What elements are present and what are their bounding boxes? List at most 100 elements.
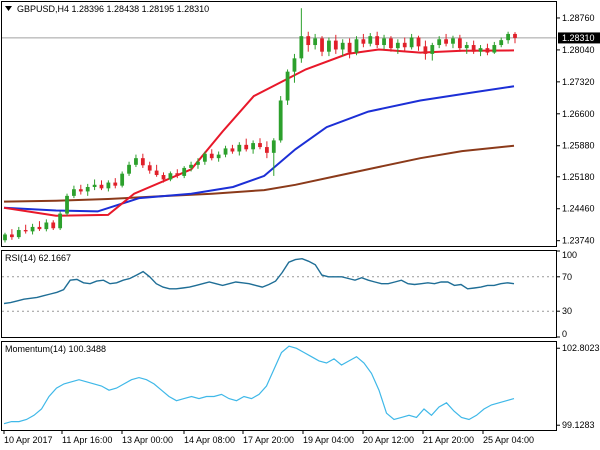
momentum-line — [3, 345, 515, 425]
candle — [499, 37, 504, 48]
candle — [271, 138, 276, 176]
ma-slow-line — [3, 144, 515, 203]
candle — [251, 140, 256, 154]
price-tick-label: 1.25880 — [562, 141, 595, 151]
rsi-tick-label: 70 — [562, 272, 572, 282]
candle — [127, 161, 131, 176]
candle — [347, 38, 352, 59]
candle — [327, 37, 331, 57]
candle — [65, 193, 69, 216]
rsi-tick-label: 100 — [562, 250, 577, 260]
time-tick-label: 11 Apr 16:00 — [62, 435, 112, 445]
candle — [382, 34, 386, 50]
candle — [3, 232, 7, 243]
price-tick-label: 1.28760 — [562, 13, 595, 23]
candle — [209, 149, 214, 161]
candle — [409, 33, 414, 50]
candle — [285, 69, 290, 105]
candle — [313, 33, 318, 50]
time-tick-label: 21 Apr 20:00 — [423, 435, 474, 445]
time-tick-label: 25 Apr 04:00 — [483, 435, 534, 445]
candle — [416, 35, 421, 51]
candle — [154, 164, 159, 177]
candle — [99, 180, 104, 191]
rsi-label: RSI(14) 62.1667 — [5, 253, 71, 263]
candle — [44, 219, 49, 232]
candle — [437, 36, 442, 49]
candle — [23, 224, 28, 234]
price-tick-label: 1.27320 — [562, 77, 595, 87]
candle — [375, 31, 380, 49]
candle — [354, 36, 359, 56]
candle — [457, 34, 462, 52]
candle — [492, 41, 497, 54]
candle — [423, 40, 428, 60]
time-tick-label: 10 Apr 2017 — [4, 435, 53, 445]
momentum-panel[interactable] — [1, 341, 557, 431]
candle — [78, 184, 83, 195]
candle — [451, 35, 455, 49]
time-axis: 10 Apr 2017 11 Apr 16:00 13 Apr 00:00 14 Ap… — [3, 430, 534, 445]
rsi-line — [3, 257, 515, 305]
time-tick-label: 13 Apr 00:00 — [122, 435, 173, 445]
candle — [175, 169, 180, 179]
candle — [9, 229, 14, 240]
candle — [182, 166, 187, 179]
candle — [120, 171, 125, 188]
price-tick-label: 1.23740 — [562, 236, 595, 246]
candle — [430, 42, 435, 61]
candle — [513, 32, 517, 44]
symbol-info: GBPUSD,H4 1.28396 1.28438 1.28195 1.2831… — [17, 4, 209, 14]
candle — [478, 45, 483, 57]
candle — [306, 31, 311, 52]
time-tick-label: 14 Apr 08:00 — [184, 435, 235, 445]
candle — [168, 171, 173, 182]
momentum-tick-label: 99.1283 — [562, 420, 595, 430]
candle — [402, 37, 407, 52]
candle — [244, 138, 249, 152]
candle — [92, 179, 97, 191]
candle — [230, 144, 235, 154]
rsi-tick-label: 0 — [562, 329, 567, 339]
rsi-axis: 100 70 30 0 — [556, 250, 577, 339]
candle — [202, 151, 207, 165]
current-price-marker: 1.28310 — [558, 32, 600, 44]
ma-fast-line — [3, 48, 515, 217]
price-tick-label: 1.26600 — [562, 109, 595, 119]
current-price-text: 1.28310 — [562, 33, 595, 43]
rsi-panel[interactable] — [1, 250, 557, 338]
candle — [258, 138, 262, 150]
time-tick-label: 20 Apr 12:00 — [363, 435, 414, 445]
candle — [464, 41, 469, 54]
candle — [278, 96, 283, 143]
candle — [264, 141, 269, 159]
rsi-line-layer — [3, 257, 515, 305]
candles-layer — [3, 8, 517, 243]
candle — [237, 142, 242, 156]
candle — [30, 223, 35, 235]
candle — [368, 33, 373, 47]
candle — [72, 185, 76, 199]
candle — [485, 43, 490, 56]
candle — [85, 183, 90, 196]
candle — [389, 36, 393, 52]
candle — [106, 180, 111, 192]
price-tick-label: 1.28040 — [562, 45, 595, 55]
candle — [161, 172, 166, 183]
candle — [320, 36, 324, 57]
momentum-tick-label: 102.8023 — [562, 343, 600, 353]
candle — [37, 221, 42, 231]
candle — [444, 33, 448, 47]
price-tick-label: 1.24460 — [562, 204, 595, 214]
momentum-axis: 102.8023 99.1283 — [556, 343, 600, 430]
ma-mid-line — [3, 85, 515, 213]
candle — [340, 39, 345, 57]
rsi-tick-label: 30 — [562, 306, 572, 316]
candle — [189, 161, 193, 172]
candle — [361, 33, 366, 48]
candle — [223, 145, 228, 158]
candle — [299, 8, 304, 63]
triangle-down-icon[interactable] — [5, 6, 12, 11]
candle — [16, 226, 21, 239]
